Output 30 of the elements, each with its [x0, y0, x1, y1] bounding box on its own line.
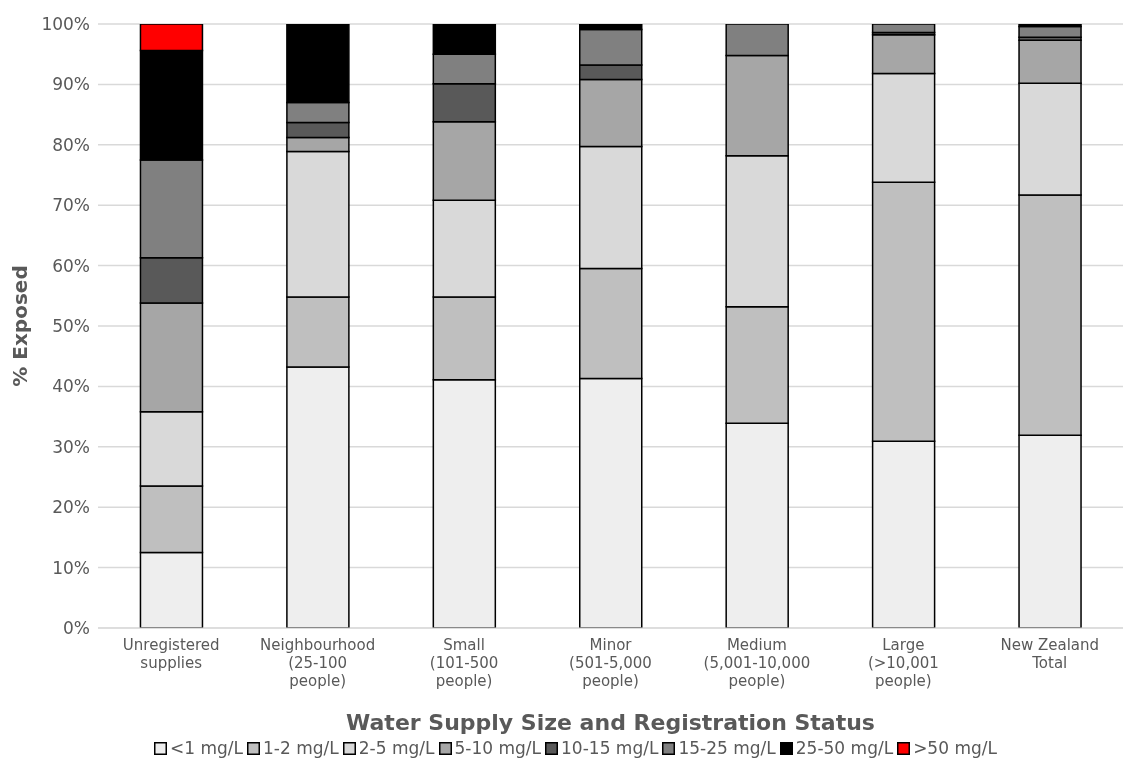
- x-tick-label: New Zealand Total: [1000, 636, 1100, 672]
- y-tick-label: 30%: [52, 436, 90, 457]
- x-tick-label: Medium (5,001-10,000 people): [703, 636, 811, 690]
- y-tick-label: 0%: [63, 618, 90, 639]
- bar: [871, 24, 936, 34]
- x-tick-label: Large (>10,001 people): [867, 636, 939, 690]
- y-tick-label: 80%: [52, 134, 90, 155]
- x-tick-label: Unregistered supplies: [122, 636, 220, 672]
- y-tick-label: 20%: [52, 497, 90, 518]
- y-tick-label: 70%: [52, 195, 90, 216]
- x-tick-label: Minor (501-5,000 people): [569, 636, 652, 690]
- y-axis-title: % Exposed: [8, 265, 33, 387]
- bar: [1018, 25, 1082, 39]
- x-axis-title: Water Supply Size and Registration Status: [346, 710, 875, 735]
- y-tick-label: 40%: [52, 376, 90, 397]
- legend-label: 5-10 mg/L: [454, 738, 542, 758]
- y-tick-label: 90%: [52, 74, 90, 95]
- legend-label: 10-15 mg/L: [561, 738, 659, 758]
- legend-label: >50 mg/L: [913, 738, 997, 758]
- x-tick-label: Neighbourhood (25-100 people): [260, 636, 376, 690]
- y-tick-label: 60%: [52, 255, 90, 276]
- y-tick-label: 10%: [52, 557, 90, 578]
- legend-label: 1-2 mg/L: [263, 738, 339, 758]
- y-tick-label: 100%: [41, 14, 90, 35]
- legend-label: <1 mg/L: [170, 738, 244, 758]
- x-tick-label: Small (101-500 people): [429, 636, 499, 690]
- legend-label: 15-25 mg/L: [678, 738, 776, 758]
- legend-label: 25-50 mg/L: [795, 738, 894, 758]
- y-tick-label: 50%: [52, 316, 90, 337]
- legend-label: 2-5 mg/L: [358, 738, 435, 758]
